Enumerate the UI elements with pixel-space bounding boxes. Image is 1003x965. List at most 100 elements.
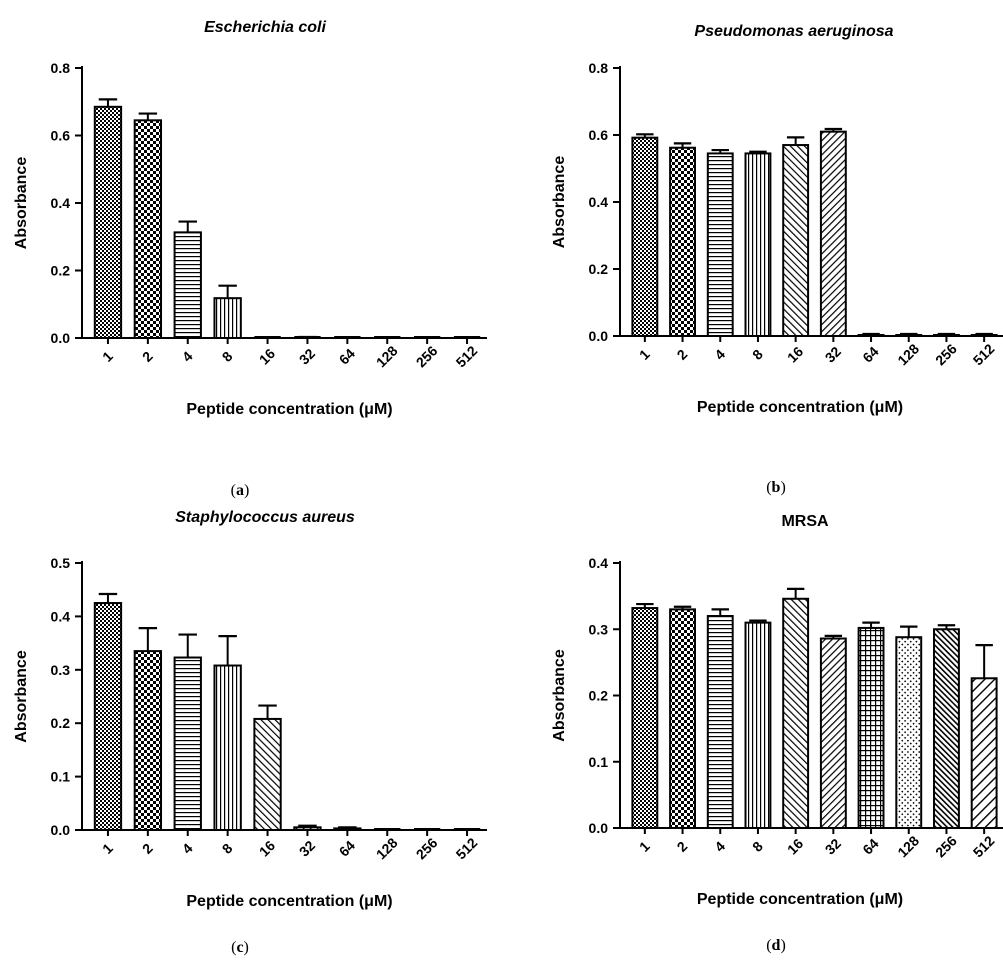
bar	[133, 650, 163, 831]
panel-label: (b)	[766, 479, 786, 496]
bar	[744, 152, 772, 337]
bar	[782, 597, 810, 830]
bar	[631, 136, 659, 337]
x-tick-label: 256	[413, 834, 441, 862]
y-tick-label: 0.3	[589, 621, 609, 637]
chart-panel-d: MRSA 0.0 0.1 0.2 0.3 0.4 Absorbance 1 2 4 8 16 32 64 1…	[551, 513, 1003, 954]
x-tick-label: 256	[413, 342, 441, 370]
bar	[213, 664, 242, 832]
x-tick-label: 1	[636, 838, 653, 855]
x-tick-label: 128	[894, 340, 922, 368]
x-tick-label: 512	[453, 834, 481, 862]
x-axis-label: Peptide concentration (μM)	[186, 893, 392, 910]
bar	[970, 333, 998, 337]
x-tick-label: 512	[970, 340, 998, 368]
x-tick-label: 8	[749, 346, 766, 363]
bar	[93, 105, 123, 339]
x-tick-label: 256	[932, 340, 960, 368]
y-tick-label: 0.8	[589, 60, 609, 76]
panel-label: (c)	[231, 939, 249, 956]
y-tick-label: 0.1	[51, 769, 71, 785]
bar	[669, 608, 696, 829]
x-tick-label: 512	[453, 342, 481, 370]
x-axis-label: Peptide concentration (μM)	[697, 891, 903, 908]
y-tick-label: 0.4	[51, 608, 71, 624]
bar	[706, 615, 734, 829]
y-tick-label: 0.2	[51, 263, 71, 279]
x-tick-label: 4	[711, 838, 728, 855]
x-tick-label: 1	[99, 348, 116, 365]
x-tick-label: 128	[373, 342, 401, 370]
bar	[857, 626, 885, 829]
chart-title: Staphylococcus aureus	[175, 509, 355, 526]
bar	[173, 656, 202, 831]
bar	[213, 297, 242, 339]
panel-label: (d)	[766, 937, 786, 954]
bar	[173, 231, 202, 339]
x-tick-label: 32	[822, 835, 844, 857]
y-axis-label: Absorbance	[551, 156, 568, 249]
bar	[744, 621, 772, 829]
x-tick-label: 8	[219, 348, 236, 365]
x-tick-label: 64	[859, 343, 881, 365]
y-tick-label: 0.2	[589, 688, 609, 704]
bar	[782, 144, 810, 337]
panel-label: (a)	[231, 482, 250, 499]
bar	[970, 677, 998, 830]
chart-panel-b: Pseudomonas aeruginosa 0.0 0.2 0.4 0.6 0.8 Abs…	[551, 23, 1003, 496]
x-tick-label: 4	[179, 348, 196, 365]
x-tick-label: 1	[99, 840, 116, 857]
chart-title: MRSA	[781, 513, 829, 530]
y-tick-label: 0.4	[589, 194, 609, 210]
bar	[253, 717, 282, 831]
y-axis-label: Absorbance	[551, 649, 568, 742]
y-tick-label: 0.5	[51, 555, 71, 571]
y-axis-label: Absorbance	[13, 650, 30, 743]
bar	[819, 637, 847, 830]
y-tick-label: 0.3	[51, 662, 71, 678]
x-tick-label: 4	[179, 840, 196, 857]
y-tick-label: 0.6	[51, 128, 71, 144]
x-tick-label: 16	[784, 343, 806, 365]
bar	[895, 636, 923, 830]
y-tick-label: 0.2	[51, 715, 71, 731]
y-tick-label: 0.0	[51, 822, 71, 838]
x-tick-label: 32	[296, 345, 318, 367]
x-tick-label: 64	[336, 345, 358, 367]
x-tick-label: 128	[894, 832, 922, 860]
x-tick-label: 2	[674, 346, 691, 363]
x-tick-label: 2	[674, 838, 691, 855]
bar	[857, 333, 885, 337]
bar	[819, 130, 847, 337]
x-tick-label: 16	[256, 837, 278, 859]
bar	[333, 827, 362, 832]
x-tick-label: 2	[139, 348, 156, 365]
y-tick-label: 0.1	[589, 754, 609, 770]
bar	[933, 628, 960, 829]
bar	[895, 333, 923, 337]
x-tick-label: 64	[336, 837, 358, 859]
x-tick-label: 16	[256, 345, 278, 367]
chart-title: Escherichia coli	[204, 19, 326, 36]
chart-panel-a: Escherichia coli 0.0 0.2 0.4 0.6 0.8 Absorbanc…	[13, 19, 487, 499]
chart-panel-c: Staphylococcus aureus 0.0 0.1 0.2 0.3 0.4 0.5 A…	[13, 509, 487, 956]
y-tick-label: 0.8	[51, 60, 71, 76]
y-tick-label: 0.6	[589, 127, 609, 143]
y-tick-label: 0.0	[51, 330, 71, 346]
bar	[293, 826, 322, 832]
bar	[706, 152, 734, 337]
y-axis-label: Absorbance	[13, 157, 30, 250]
bar	[669, 146, 696, 337]
x-tick-label: 1	[636, 346, 653, 363]
x-tick-label: 2	[139, 840, 156, 857]
y-tick-label: 0.0	[589, 328, 609, 344]
x-tick-label: 32	[822, 343, 844, 365]
y-tick-label: 0.2	[589, 261, 609, 277]
x-tick-label: 512	[970, 832, 998, 860]
bar	[933, 333, 960, 337]
bar	[631, 607, 659, 829]
x-axis-label: Peptide concentration (μM)	[697, 399, 903, 416]
x-tick-label: 8	[749, 838, 766, 855]
x-tick-label: 128	[373, 834, 401, 862]
